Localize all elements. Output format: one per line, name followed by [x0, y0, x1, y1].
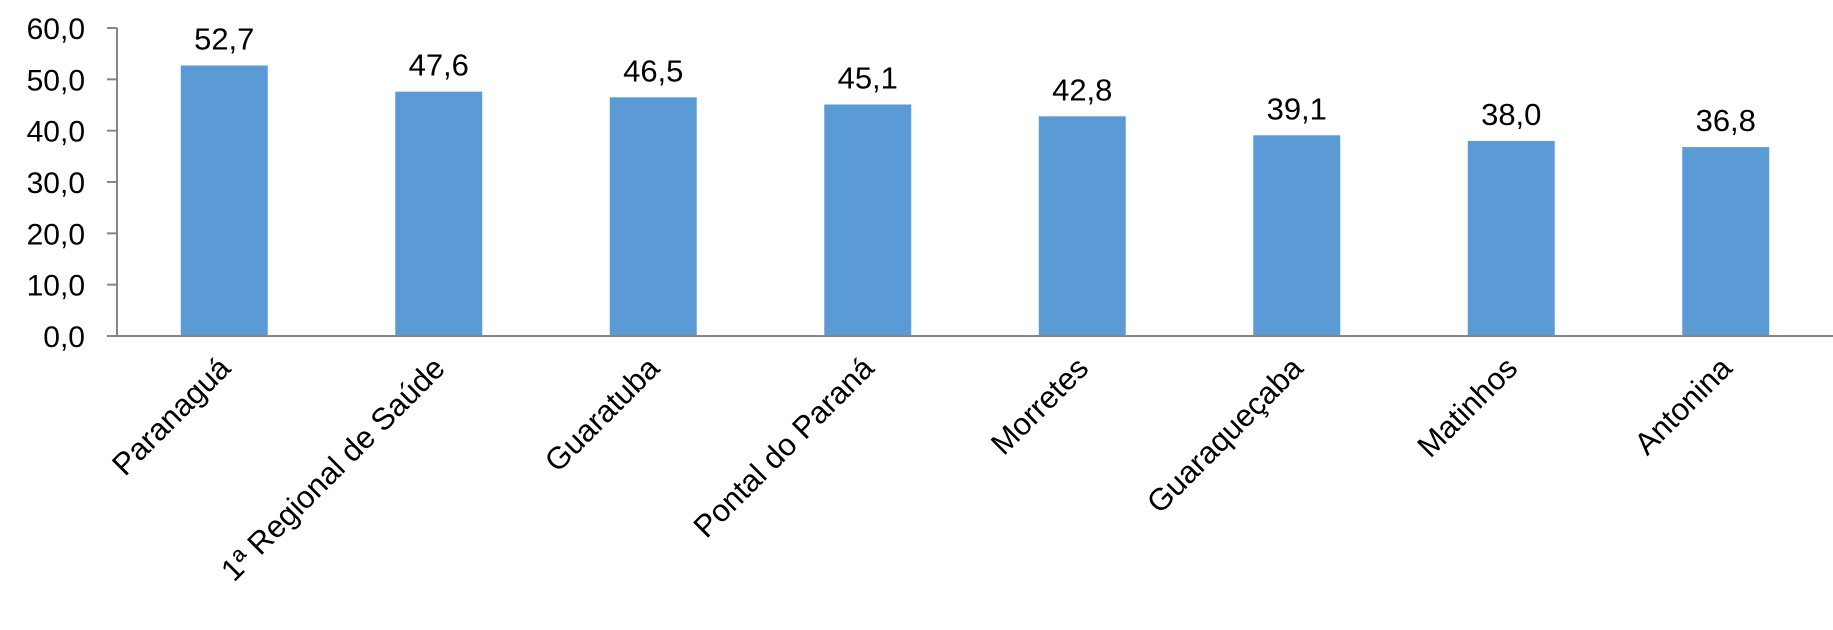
category-label: Paranaguá	[105, 350, 238, 483]
y-tick-label: 30,0	[27, 167, 85, 200]
data-label: 36,8	[1696, 103, 1756, 138]
bar	[1038, 116, 1126, 336]
bar	[609, 97, 697, 336]
y-axis: 0,0 10,0 20,0 30,0 40,0 50,0 60,0	[27, 13, 118, 354]
y-tick-label: 40,0	[27, 116, 85, 149]
bar	[180, 65, 268, 337]
bar	[1682, 147, 1770, 336]
category-label: 1ª Regional de Saúde	[214, 350, 452, 588]
data-label: 39,1	[1267, 91, 1327, 126]
data-label: 42,8	[1052, 72, 1112, 107]
y-tick-label: 0,0	[43, 321, 85, 354]
data-label: 45,1	[838, 60, 898, 95]
bar	[395, 91, 483, 336]
y-tick-label: 20,0	[27, 218, 85, 251]
y-tick-label: 50,0	[27, 64, 85, 97]
data-label: 52,7	[194, 21, 254, 56]
y-tick-label: 60,0	[27, 13, 85, 46]
y-tick-label: 10,0	[27, 270, 85, 303]
bar	[824, 104, 912, 336]
data-label: 46,5	[623, 53, 683, 88]
category-label: Guaratuba	[538, 350, 667, 479]
category-label: Morretes	[984, 350, 1095, 461]
data-label: 38,0	[1481, 97, 1541, 132]
category-label: Pontal do Paraná	[687, 350, 882, 545]
category-label: Guaraqueçaba	[1140, 350, 1310, 520]
bar	[1467, 140, 1555, 336]
category-label: Antonina	[1627, 350, 1739, 462]
bar	[1253, 135, 1341, 336]
bars: 52,7 47,6 46,5 45,1 42,8 39,1 38,0 36,8	[180, 21, 1770, 337]
category-label: Matinhos	[1410, 350, 1524, 464]
data-label: 47,6	[409, 48, 469, 83]
